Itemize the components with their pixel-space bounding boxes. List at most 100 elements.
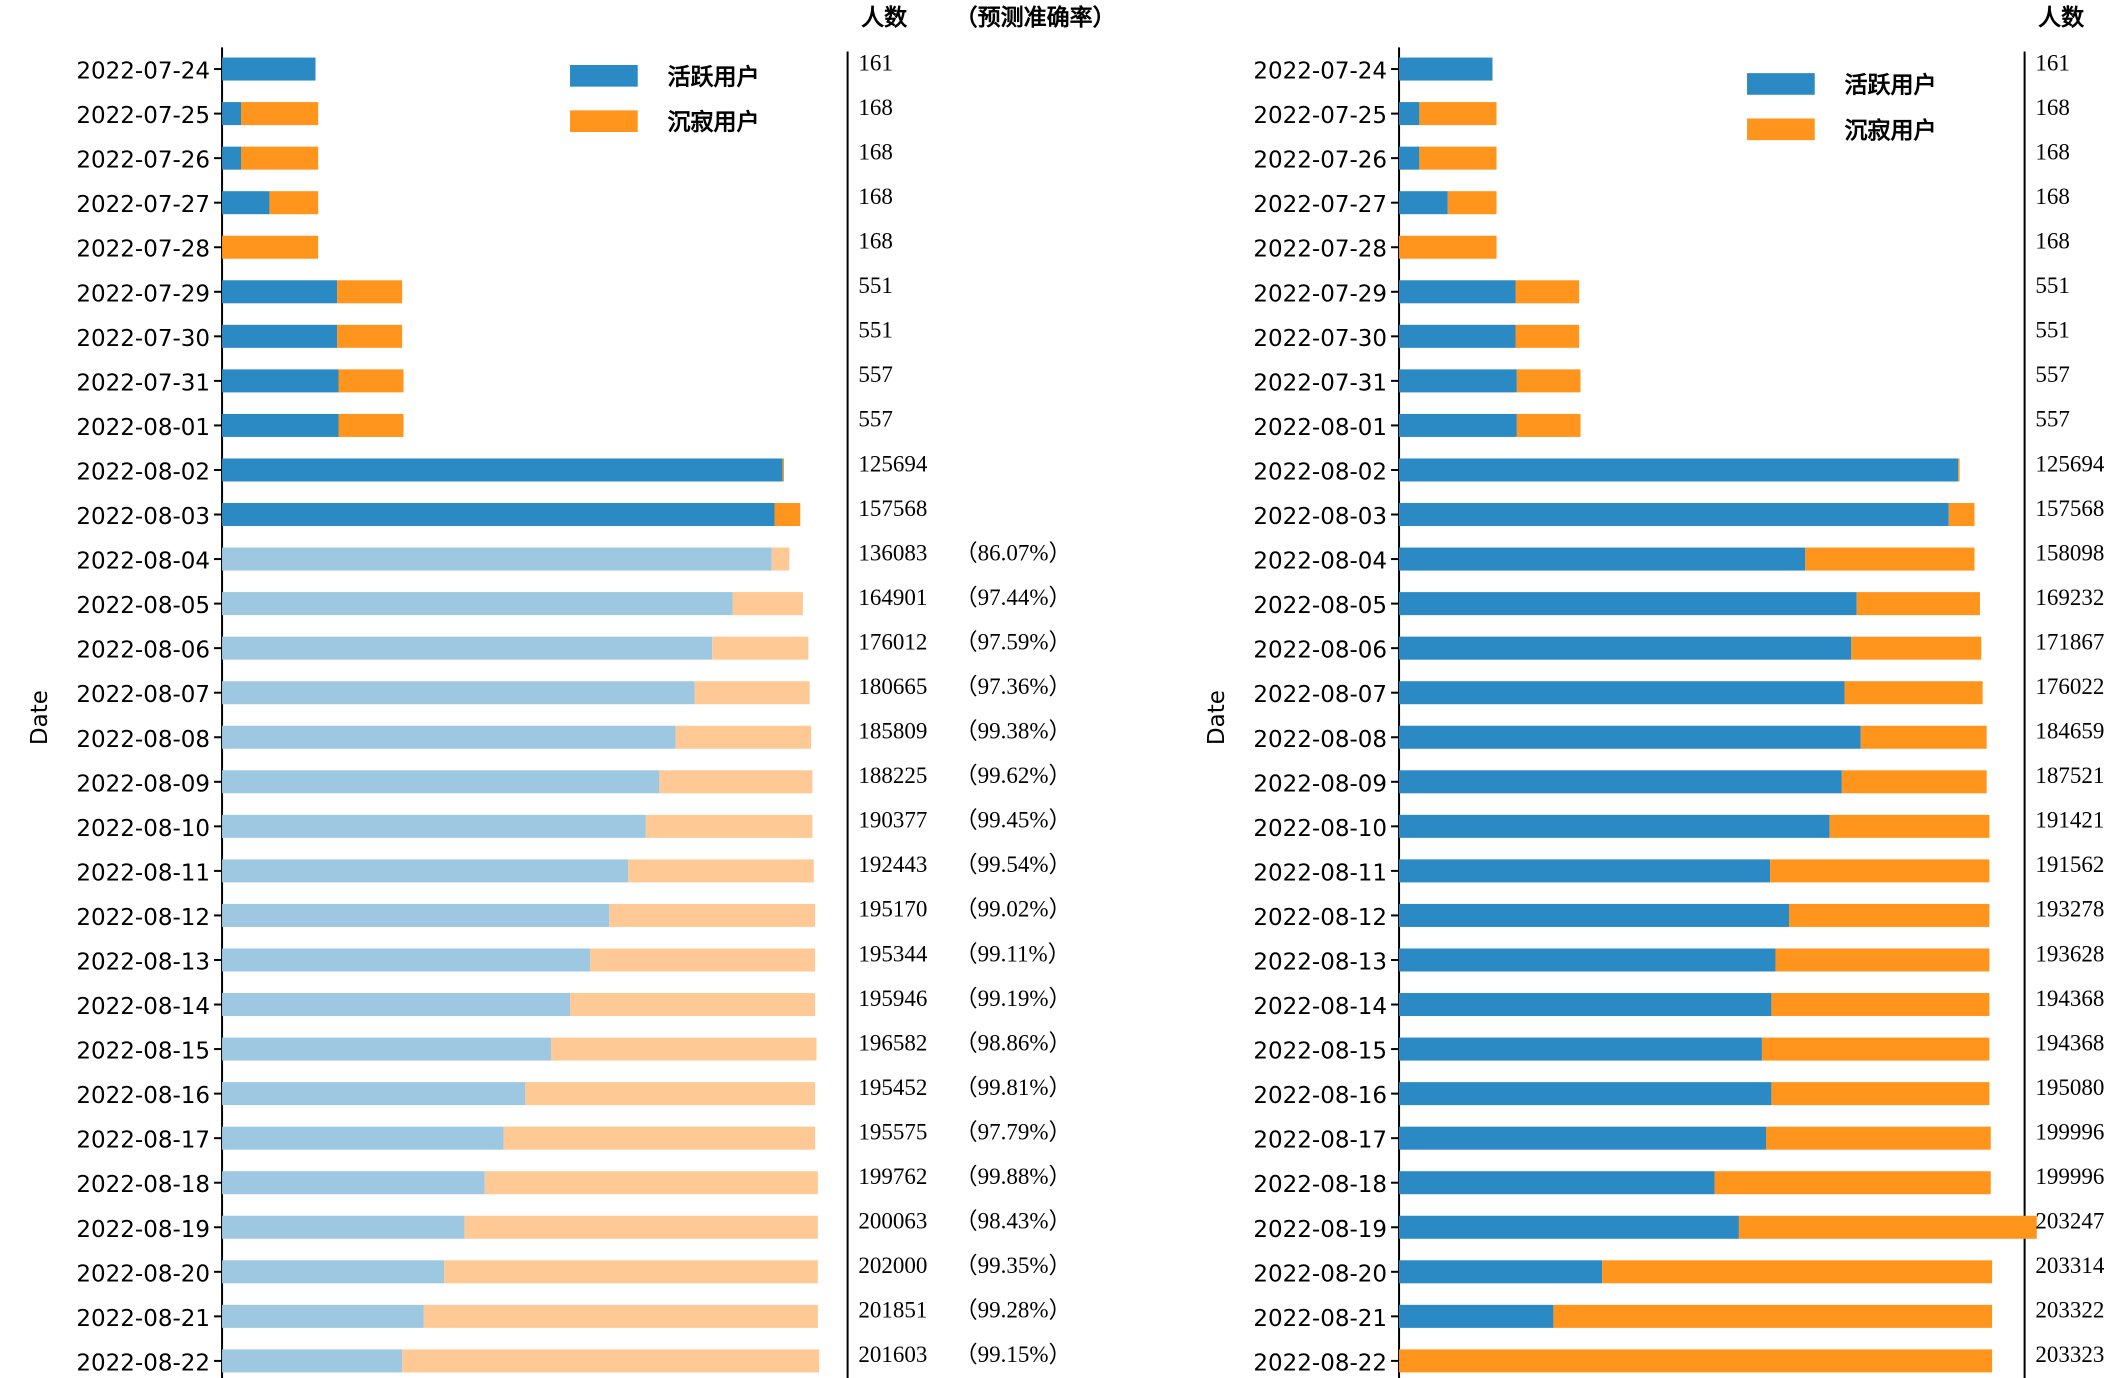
bar-segment [1399,191,1448,215]
total-label: 191421 [2035,808,2104,833]
total-label: 157568 [2035,496,2104,521]
bar-segment [782,458,784,482]
accuracy-label: （97.59%） [955,629,1072,654]
y-axis-label: Date [27,690,53,745]
total-label: 168 [2035,229,2070,254]
total-label: 200063 [858,1209,927,1234]
y-tick-label: 2022-08-10 [1253,816,1387,842]
bar-segment [675,725,812,749]
total-label: 168 [2035,139,2070,164]
y-tick-label: 2022-08-01 [1253,415,1387,441]
bar-segment [1399,1349,1993,1373]
total-label: 557 [858,407,893,432]
bar-segment [1860,725,1987,749]
y-tick-label: 2022-08-09 [76,771,210,797]
y-tick-label: 2022-08-04 [76,549,210,575]
total-label: 195344 [858,941,928,966]
bar-segment [659,770,813,794]
total-label: 195452 [858,1075,927,1100]
bar-segment [222,1171,485,1195]
bar-segment [1399,1126,1766,1150]
y-tick-label: 2022-08-17 [1253,1128,1387,1154]
bar-segment [570,993,816,1017]
bar-segment [525,1082,816,1106]
total-label: 195170 [858,897,927,922]
total-label: 168 [858,184,893,209]
y-tick-label: 2022-07-27 [76,192,210,218]
bar-segment [1771,993,1990,1017]
y-tick-label: 2022-08-03 [1253,504,1387,530]
bar-segment [1771,1082,1990,1106]
y-tick-label: 2022-07-29 [1253,281,1387,307]
total-label: 185809 [858,719,927,744]
bar-segment [1399,324,1516,348]
total-label: 190377 [858,808,927,833]
bar-segment [222,324,338,348]
bar-segment [222,725,676,749]
bar-segment [1399,1304,1554,1328]
bar-segment [464,1215,818,1239]
accuracy-label: （98.86%） [955,1030,1072,1055]
y-tick-label: 2022-08-10 [76,816,210,842]
total-label: 193278 [2035,897,2104,922]
total-label: 557 [858,362,893,387]
accuracy-label: （99.02%） [955,897,1072,922]
bar-segment [1602,1260,1993,1284]
accuracy-label: （99.35%） [955,1253,1072,1278]
y-tick-label: 2022-08-09 [1253,771,1387,797]
y-tick-label: 2022-08-20 [1253,1261,1387,1287]
bar-segment [222,636,713,660]
total-label: 551 [858,318,893,343]
bar-segment [1515,280,1580,304]
bar-segment [1775,948,1990,972]
y-tick-label: 2022-08-15 [1253,1039,1387,1065]
bar-segment [222,993,571,1017]
bar-segment [1399,770,1842,794]
accuracy-label: （99.11%） [955,941,1071,966]
total-label: 551 [2035,273,2070,298]
y-tick-label: 2022-07-27 [1253,192,1387,218]
bar-segment [222,1349,403,1373]
y-tick-label: 2022-08-03 [76,504,210,530]
y-tick-label: 2022-08-17 [76,1128,210,1154]
total-label: 168 [2035,184,2070,209]
total-label: 203314 [2035,1253,2105,1278]
accuracy-label: （97.79%） [955,1119,1072,1144]
bar-segment [771,547,790,571]
y-tick-label: 2022-07-26 [76,148,210,174]
accuracy-label: （97.36%） [955,674,1072,699]
bar-segment [645,814,813,838]
bar-segment [590,948,816,972]
bar-segment [338,413,404,437]
bar-segment [269,191,319,215]
accuracy-label: （99.15%） [955,1342,1072,1367]
bar-segment [1399,681,1845,705]
y-tick-label: 2022-07-28 [1253,237,1387,263]
bar-segment [1805,547,1975,571]
bar-segment [1399,1037,1762,1061]
bar-segment [1789,903,1990,927]
total-label: 557 [2035,407,2070,432]
y-tick-label: 2022-07-29 [76,281,210,307]
total-label: 168 [858,95,893,120]
bar-segment [222,146,242,170]
bar-segment [444,1260,818,1284]
total-label: 199996 [2035,1119,2104,1144]
y-tick-label: 2022-07-26 [1253,148,1387,174]
bar-segment [1829,814,1990,838]
y-tick-label: 2022-08-01 [76,415,210,441]
y-tick-label: 2022-08-16 [76,1083,210,1109]
bar-segment [1516,369,1581,393]
total-label: 168 [858,229,893,254]
bar-segment [1553,1304,1993,1328]
y-tick-label: 2022-08-04 [1253,549,1387,575]
total-label: 136083 [858,540,927,565]
total-label: 194368 [2035,1030,2104,1055]
total-label: 195946 [858,986,927,1011]
bar-segment [222,859,629,883]
y-tick-label: 2022-08-08 [1253,727,1387,753]
bar-segment [222,681,695,705]
bar-segment [222,1082,526,1106]
y-tick-label: 2022-08-22 [76,1350,210,1376]
